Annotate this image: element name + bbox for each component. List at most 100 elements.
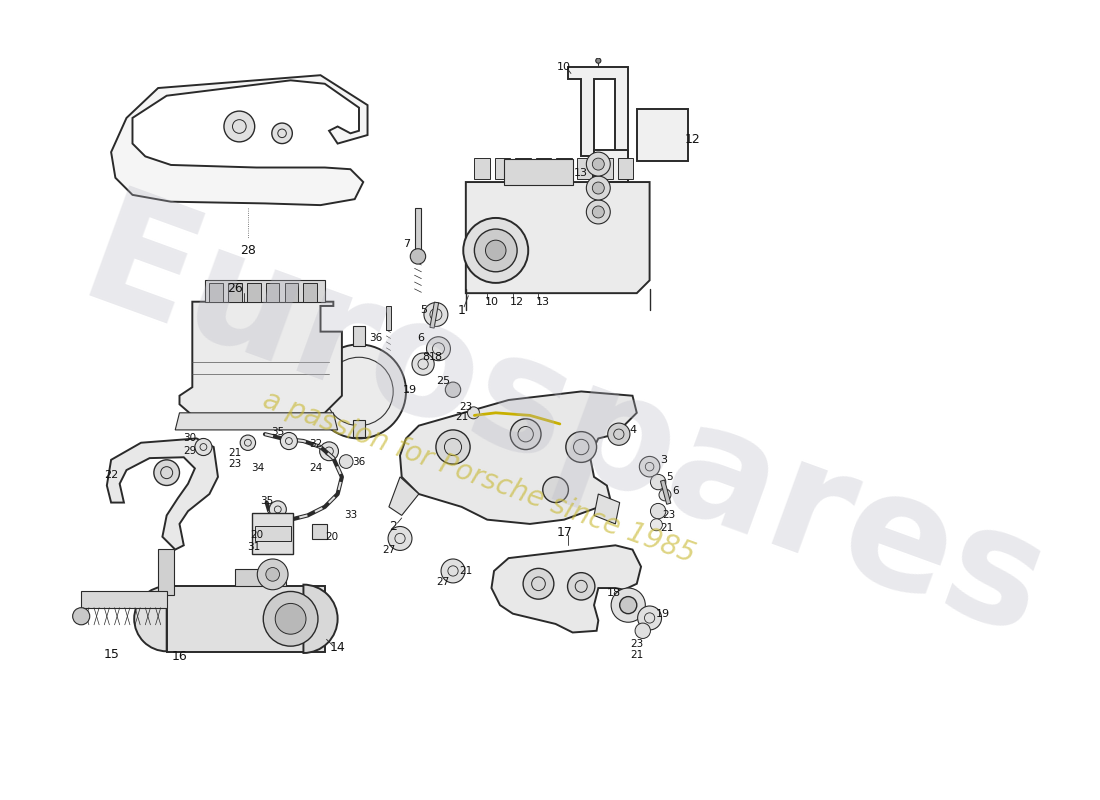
Text: 30: 30: [184, 434, 196, 443]
Text: 31: 31: [248, 542, 261, 552]
Polygon shape: [175, 413, 338, 430]
Circle shape: [272, 123, 293, 143]
Bar: [386, 306, 390, 330]
Bar: [304, 283, 317, 302]
Circle shape: [485, 240, 506, 261]
Polygon shape: [465, 182, 650, 293]
Text: 16: 16: [172, 650, 187, 663]
Text: 15: 15: [103, 648, 119, 662]
Text: 12: 12: [684, 133, 701, 146]
Bar: [415, 208, 421, 254]
Text: 28: 28: [240, 244, 256, 257]
Bar: [618, 158, 634, 179]
Text: 22: 22: [104, 470, 118, 480]
Text: 35: 35: [272, 427, 285, 438]
Bar: [248, 283, 261, 302]
Bar: [81, 590, 167, 608]
Text: Eurospares: Eurospares: [63, 180, 1066, 671]
Circle shape: [320, 442, 339, 461]
Bar: [594, 150, 628, 182]
Circle shape: [463, 218, 528, 283]
Bar: [474, 158, 490, 179]
Wedge shape: [304, 585, 338, 653]
Text: 23: 23: [229, 459, 242, 469]
Text: 14: 14: [330, 642, 345, 654]
Text: 27: 27: [436, 577, 450, 587]
Polygon shape: [167, 586, 324, 652]
Bar: [495, 158, 510, 179]
Text: a passion for Porsche since 1985: a passion for Porsche since 1985: [258, 386, 698, 568]
Bar: [557, 158, 572, 179]
Circle shape: [524, 568, 554, 599]
Circle shape: [650, 519, 662, 530]
Circle shape: [619, 597, 637, 614]
Polygon shape: [594, 494, 619, 524]
Bar: [637, 110, 689, 161]
Text: 32: 32: [309, 439, 323, 450]
Text: 33: 33: [344, 510, 358, 520]
Circle shape: [312, 345, 406, 438]
Text: 36: 36: [370, 334, 383, 343]
Text: 26: 26: [228, 282, 243, 295]
Circle shape: [586, 200, 611, 224]
Bar: [353, 420, 365, 437]
Wedge shape: [134, 586, 167, 651]
Text: 35: 35: [260, 496, 273, 506]
Text: 10: 10: [484, 297, 498, 306]
Circle shape: [280, 433, 297, 450]
Bar: [430, 302, 439, 328]
Circle shape: [542, 477, 569, 502]
Bar: [660, 480, 671, 504]
Text: 21: 21: [229, 448, 242, 458]
Text: 21: 21: [459, 566, 473, 576]
Text: 3: 3: [660, 455, 667, 465]
Bar: [285, 283, 298, 302]
Text: 34: 34: [252, 463, 265, 474]
Text: 23: 23: [630, 638, 644, 649]
Circle shape: [412, 353, 434, 375]
Bar: [536, 158, 551, 179]
Bar: [353, 326, 365, 346]
Circle shape: [195, 438, 212, 455]
Bar: [255, 526, 290, 541]
Circle shape: [257, 559, 288, 590]
Circle shape: [424, 302, 448, 326]
Text: 7: 7: [404, 239, 410, 250]
Text: 2: 2: [389, 520, 397, 533]
Text: 12: 12: [510, 297, 525, 306]
Circle shape: [266, 567, 279, 582]
Circle shape: [410, 249, 426, 264]
Text: 21: 21: [660, 523, 673, 534]
Bar: [597, 158, 613, 179]
Circle shape: [275, 603, 306, 634]
Circle shape: [612, 588, 646, 622]
Circle shape: [596, 58, 601, 63]
Circle shape: [510, 419, 541, 450]
Bar: [516, 158, 531, 179]
Circle shape: [568, 573, 595, 600]
Circle shape: [427, 337, 450, 361]
Circle shape: [154, 460, 179, 486]
Polygon shape: [179, 302, 342, 415]
Text: 23: 23: [459, 402, 473, 412]
Text: 6: 6: [672, 486, 679, 496]
Bar: [252, 513, 294, 554]
Circle shape: [73, 608, 90, 625]
Bar: [209, 283, 223, 302]
Text: 4: 4: [629, 425, 636, 435]
Text: 18: 18: [606, 588, 620, 598]
Polygon shape: [107, 438, 218, 550]
Text: 10: 10: [557, 62, 571, 72]
Circle shape: [639, 457, 660, 477]
Text: 20: 20: [326, 532, 338, 542]
Text: 29: 29: [183, 446, 197, 456]
Text: 5: 5: [666, 472, 672, 482]
Text: 21: 21: [630, 650, 644, 660]
Text: 18: 18: [429, 352, 443, 362]
Circle shape: [607, 423, 630, 446]
Circle shape: [468, 407, 480, 419]
Text: 17: 17: [557, 526, 572, 539]
Circle shape: [650, 503, 666, 519]
Circle shape: [586, 152, 611, 176]
Text: 21: 21: [455, 412, 469, 422]
